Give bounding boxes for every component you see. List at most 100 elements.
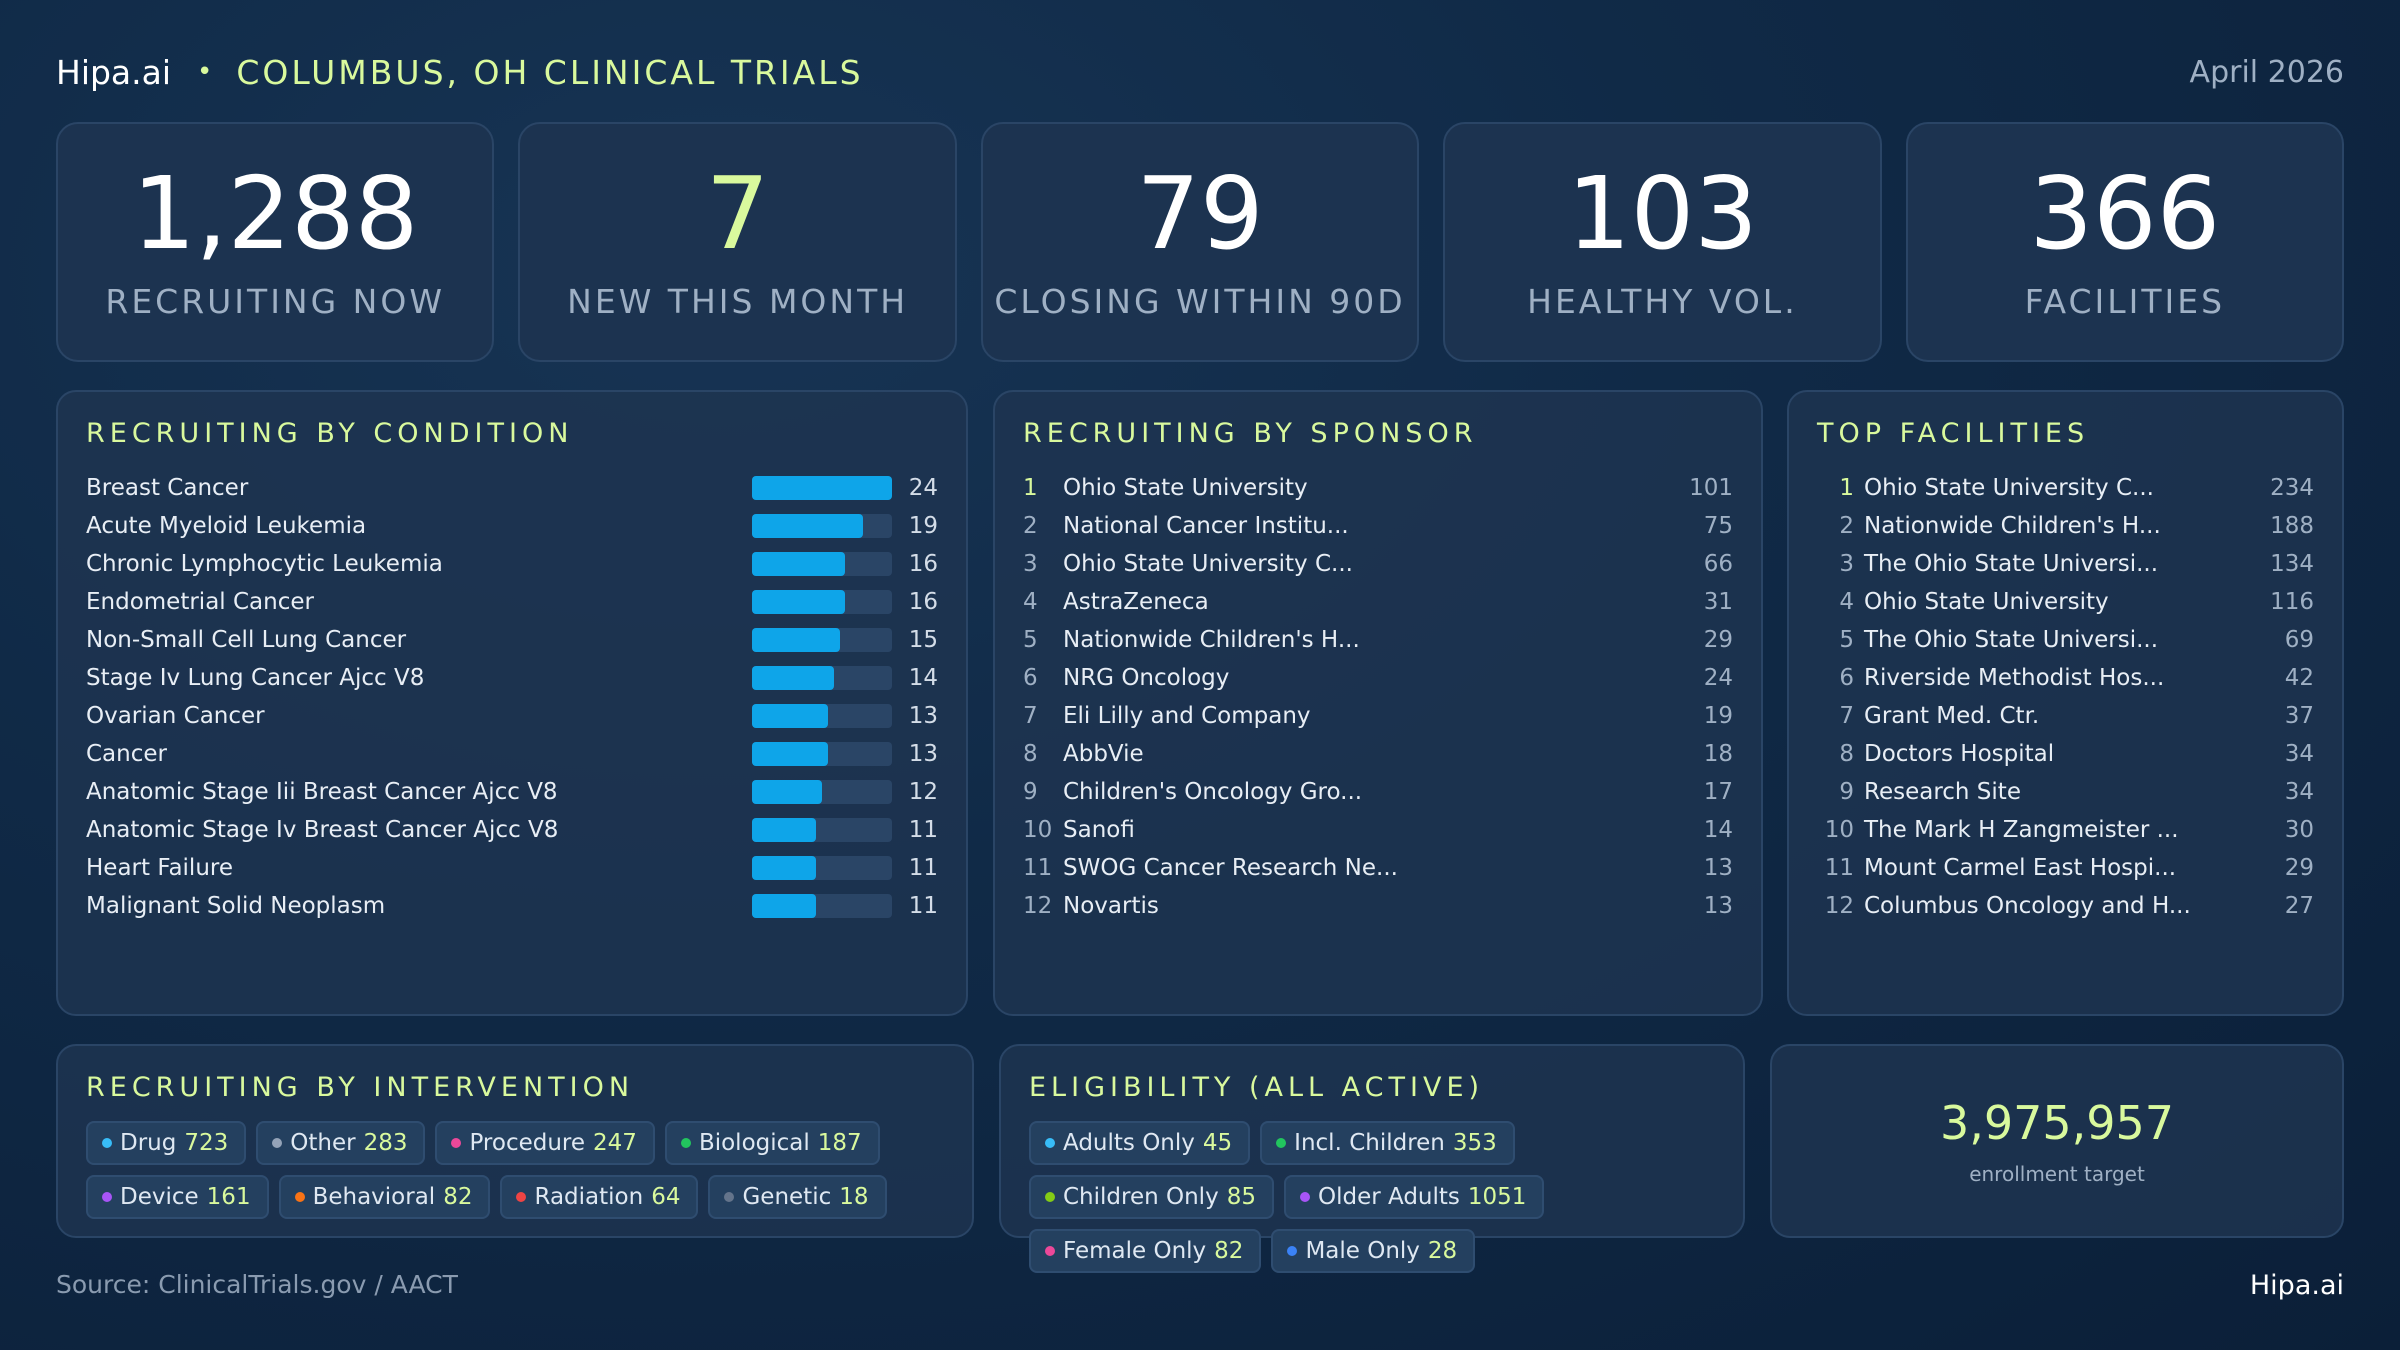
condition-bar-track [752,856,892,880]
facility-row[interactable]: 6 Riverside Methodist Hos... 42 [1817,659,2314,697]
condition-bar [752,666,834,690]
sponsor-row[interactable]: 5 Nationwide Children's H... 29 [1023,621,1733,659]
item-name: Ohio State University [1864,589,2109,615]
chip-label: Incl. Children [1294,1130,1445,1156]
kpi-new-this-month: 7 NEW THIS MONTH [518,122,957,362]
item-name: The Mark H Zangmeister ... [1864,817,2179,843]
condition-count: 11 [908,817,938,843]
rank-number: 3 [1839,551,1854,577]
facility-row[interactable]: 11 Mount Carmel East Hospi... 29 [1817,849,2314,887]
condition-row: Cancer 13 [86,735,938,773]
item-count: 37 [2284,703,2314,729]
item-count: 75 [1703,513,1733,539]
chip-label: Children Only [1063,1184,1219,1210]
intervention-chip[interactable]: Behavioral 82 [278,1175,491,1219]
chip-value: 283 [363,1130,408,1156]
intervention-chip[interactable]: Radiation 64 [500,1175,699,1219]
chip-label: Adults Only [1063,1130,1195,1156]
intervention-chips: Drug 723 Other 283 Procedure 247 Biological 187… [86,1121,944,1219]
bullet-dot-icon [1045,1246,1055,1256]
condition-bar-track [752,552,892,576]
facility-row[interactable]: 8 Doctors Hospital 34 [1817,735,2314,773]
item-name: Mount Carmel East Hospi... [1864,855,2177,881]
condition-bar-track [752,894,892,918]
condition-label: Ovarian Cancer [86,703,265,729]
sponsor-row[interactable]: 12 Novartis 13 [1023,887,1733,925]
condition-count: 11 [908,893,938,919]
facility-row[interactable]: 10 The Mark H Zangmeister ... 30 [1817,811,2314,849]
sponsor-row[interactable]: 8 AbbVie 18 [1023,735,1733,773]
kpi-label: FACILITIES [2024,281,2226,321]
facility-row[interactable]: 4 Ohio State University 116 [1817,583,2314,621]
sponsor-row[interactable]: 2 National Cancer Institu... 75 [1023,507,1733,545]
rank-number: 4 [1839,589,1854,615]
chip-value: 187 [817,1130,862,1156]
brand-logo: Hipa.ai [56,52,172,92]
condition-count: 13 [908,703,938,729]
sponsor-row[interactable]: 1 Ohio State University 101 [1023,469,1733,507]
eligibility-chip[interactable]: Older Adults 1051 [1283,1175,1545,1219]
intervention-chip[interactable]: Device 161 [86,1175,269,1219]
facility-row[interactable]: 1 Ohio State University C... 234 [1817,469,2314,507]
condition-count: 15 [908,627,938,653]
intervention-chip[interactable]: Procedure 247 [435,1121,655,1165]
facility-row[interactable]: 9 Research Site 34 [1817,773,2314,811]
rank-number: 11 [1824,855,1854,881]
item-count: 188 [2270,513,2314,539]
facility-row[interactable]: 2 Nationwide Children's H... 188 [1817,507,2314,545]
facility-row[interactable]: 3 The Ohio State Universi... 134 [1817,545,2314,583]
sponsor-row[interactable]: 7 Eli Lilly and Company 19 [1023,697,1733,735]
item-name: NRG Oncology [1063,665,1230,691]
eligibility-chip[interactable]: Female Only 82 [1029,1229,1262,1273]
item-name: Children's Oncology Gro... [1063,779,1363,805]
rank-number: 1 [1839,475,1854,501]
item-name: National Cancer Institu... [1063,513,1349,539]
condition-bar [752,818,817,842]
kpi-healthy-volunteers: 103 HEALTHY VOL. [1443,122,1882,362]
rank-number: 6 [1839,665,1854,691]
rank-number: 5 [1023,627,1038,653]
rank-number: 11 [1023,855,1053,881]
sponsor-row[interactable]: 11 SWOG Cancer Research Ne... 13 [1023,849,1733,887]
chip-value: 353 [1452,1130,1497,1156]
condition-row: Anatomic Stage Iii Breast Cancer Ajcc V8… [86,773,938,811]
eligibility-chip[interactable]: Children Only 85 [1029,1175,1274,1219]
sponsor-row[interactable]: 10 Sanofi 14 [1023,811,1733,849]
sponsor-row[interactable]: 9 Children's Oncology Gro... 17 [1023,773,1733,811]
condition-bar [752,628,840,652]
item-name: Ohio State University C... [1063,551,1353,577]
chip-value: 1051 [1467,1184,1527,1210]
sponsor-row[interactable]: 4 AstraZeneca 31 [1023,583,1733,621]
eligibility-chip[interactable]: Male Only 28 [1271,1229,1476,1273]
sponsor-row[interactable]: 6 NRG Oncology 24 [1023,659,1733,697]
item-count: 13 [1703,855,1733,881]
facility-row[interactable]: 7 Grant Med. Ctr. 37 [1817,697,2314,735]
chip-label: Radiation [534,1184,644,1210]
intervention-chip[interactable]: Biological 187 [664,1121,880,1165]
chip-value: 723 [184,1130,229,1156]
condition-bar-track [752,514,892,538]
kpi-value: 1,288 [132,154,419,272]
chip-label: Procedure [469,1130,586,1156]
eligibility-chip[interactable]: Adults Only 45 [1029,1121,1251,1165]
condition-list: Breast Cancer 24 Acute Myeloid Leukemia 19 C… [86,469,938,925]
condition-row: Ovarian Cancer 13 [86,697,938,735]
rank-number: 12 [1824,893,1854,919]
chip-value: 82 [1214,1238,1244,1264]
rank-number: 2 [1023,513,1038,539]
rank-number: 12 [1023,893,1053,919]
page-title: COLUMBUS, OH CLINICAL TRIALS [236,52,864,92]
intervention-chip[interactable]: Other 283 [256,1121,426,1165]
sponsor-row[interactable]: 3 Ohio State University C... 66 [1023,545,1733,583]
panel-title: RECRUITING BY SPONSOR [1023,418,1478,449]
eligibility-chip[interactable]: Incl. Children 353 [1260,1121,1515,1165]
facility-row[interactable]: 5 The Ohio State Universi... 69 [1817,621,2314,659]
kpi-label: NEW THIS MONTH [567,281,909,321]
rank-number: 3 [1023,551,1038,577]
intervention-chip[interactable]: Genetic 18 [708,1175,887,1219]
facility-row[interactable]: 12 Columbus Oncology and H... 27 [1817,887,2314,925]
intervention-chip[interactable]: Drug 723 [86,1121,247,1165]
chip-label: Behavioral [312,1184,436,1210]
condition-bar-track [752,666,892,690]
kpi-value: 7 [705,154,770,272]
